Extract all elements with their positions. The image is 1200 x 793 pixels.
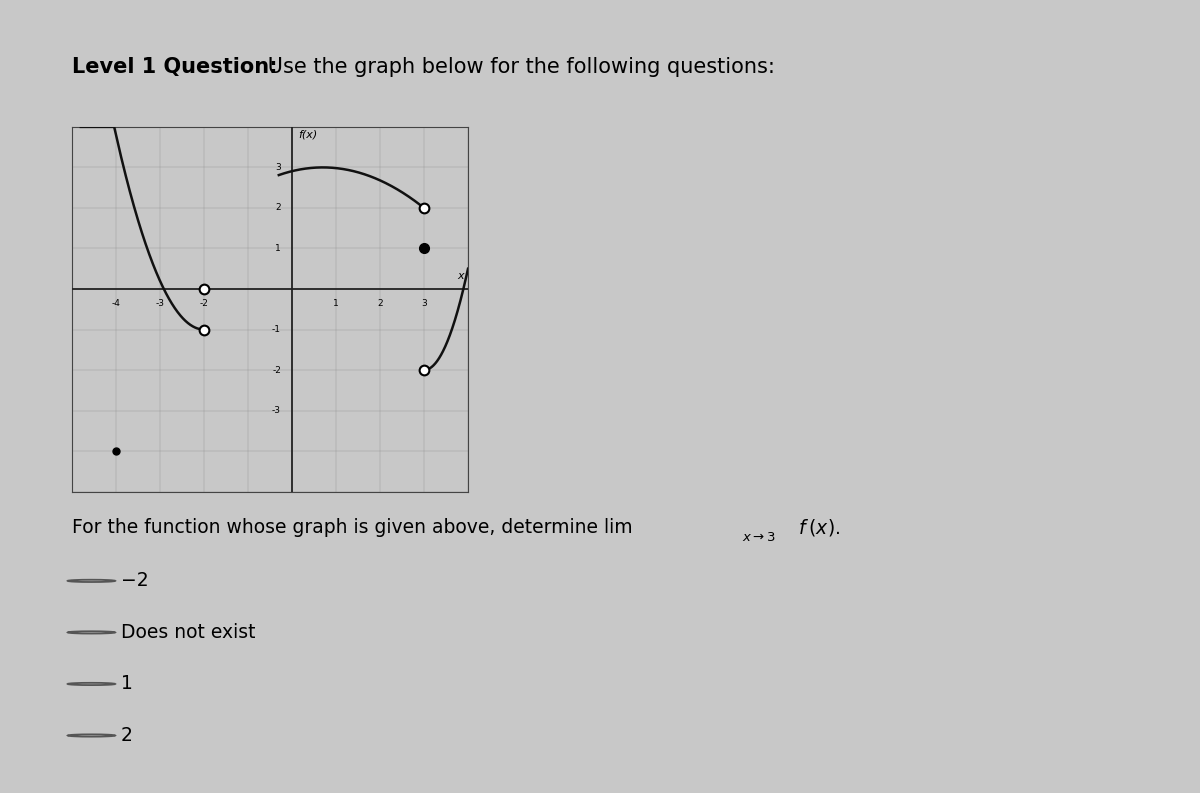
Text: 3: 3 — [275, 163, 281, 172]
Text: -3: -3 — [272, 406, 281, 415]
Text: -3: -3 — [156, 299, 164, 308]
Text: 1: 1 — [334, 299, 338, 308]
Text: x: x — [457, 271, 463, 281]
Text: 1: 1 — [275, 244, 281, 253]
Text: 2: 2 — [275, 204, 281, 213]
Text: 1: 1 — [120, 675, 132, 693]
Text: -2: -2 — [272, 366, 281, 374]
Text: 3: 3 — [421, 299, 427, 308]
Text: Does not exist: Does not exist — [120, 623, 256, 642]
Text: f(x): f(x) — [299, 129, 318, 139]
Text: -2: -2 — [199, 299, 209, 308]
Text: 2: 2 — [377, 299, 383, 308]
Text: $f\,(x)$.: $f\,(x)$. — [793, 517, 841, 538]
Text: -1: -1 — [272, 325, 281, 334]
Text: Use the graph below for the following questions:: Use the graph below for the following qu… — [262, 57, 775, 78]
Text: $x\rightarrow3$: $x\rightarrow3$ — [742, 531, 775, 544]
Text: For the function whose graph is given above, determine lim: For the function whose graph is given ab… — [72, 518, 632, 537]
Text: -4: -4 — [112, 299, 120, 308]
Text: 2: 2 — [120, 726, 132, 745]
Text: Level 1 Question:: Level 1 Question: — [72, 57, 277, 78]
Text: −2: −2 — [120, 572, 149, 590]
